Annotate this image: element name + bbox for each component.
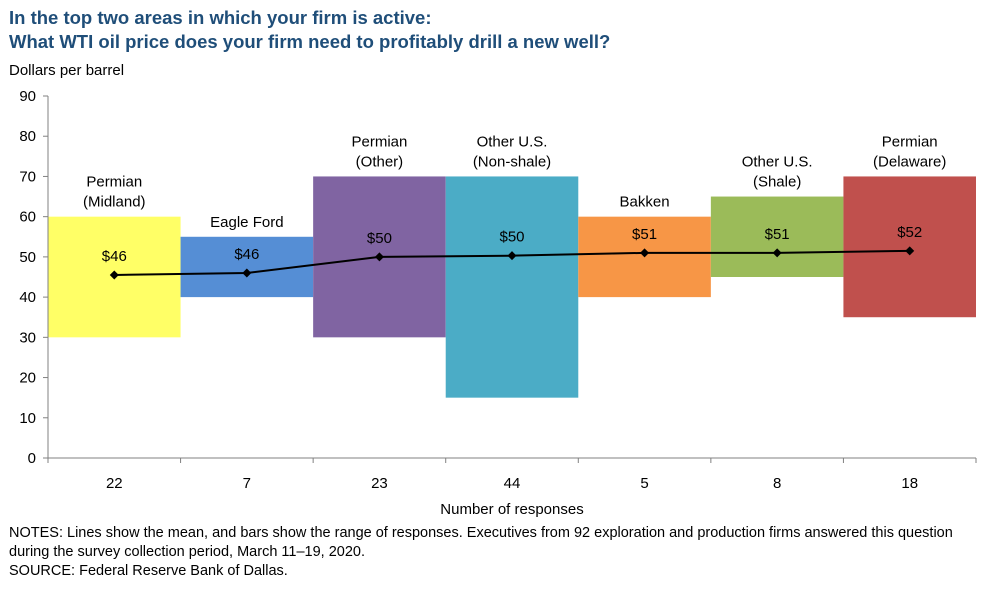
mean-label-0: $46 xyxy=(102,248,127,265)
x-axis-title: Number of responses xyxy=(440,501,583,518)
x-tick-label-4: 5 xyxy=(640,475,648,492)
category-label-0-0: Permian xyxy=(86,174,142,191)
x-tick-label-5: 8 xyxy=(773,475,781,492)
mean-marker-6 xyxy=(905,246,915,256)
chart-title-line-2: What WTI oil price does your firm need t… xyxy=(9,31,611,52)
mean-marker-1 xyxy=(242,268,252,278)
category-label-2-1: (Other) xyxy=(356,153,404,170)
range-bar-5 xyxy=(710,196,844,277)
mean-marker-4 xyxy=(640,248,650,258)
y-tick-label-0: 0 xyxy=(28,450,36,467)
category-label-2-0: Permian xyxy=(351,133,407,150)
mean-label-3: $50 xyxy=(499,229,524,246)
category-label-5-1: (Shale) xyxy=(753,174,801,191)
y-tick-label-90: 90 xyxy=(19,88,36,105)
category-label-4-0: Bakken xyxy=(620,194,670,211)
mean-label-2: $50 xyxy=(367,230,392,247)
category-label-6-1: (Delaware) xyxy=(873,153,946,170)
chart-title-line-1: In the top two areas in which your firm … xyxy=(9,7,432,28)
y-tick-label-70: 70 xyxy=(19,168,36,185)
y-axis-label: Dollars per barrel xyxy=(9,62,125,79)
x-tick-label-1: 7 xyxy=(243,475,251,492)
x-tick-label-3: 44 xyxy=(504,475,521,492)
chart-title: In the top two areas in which your firm … xyxy=(9,6,610,54)
notes-block: NOTES: Lines show the mean, and bars sho… xyxy=(9,524,984,581)
x-tick-label-6: 18 xyxy=(901,475,918,492)
x-tick-label-2: 23 xyxy=(371,475,388,492)
category-label-5-0: Other U.S. xyxy=(742,154,813,171)
category-label-1-0: Eagle Ford xyxy=(210,214,283,231)
mean-marker-5 xyxy=(772,248,782,258)
x-tick-label-0: 22 xyxy=(106,475,123,492)
category-label-3-1: (Non-shale) xyxy=(473,153,551,170)
y-tick-label-40: 40 xyxy=(19,289,36,306)
mean-label-6: $52 xyxy=(897,224,922,241)
notes-text: NOTES: Lines show the mean, and bars sho… xyxy=(9,525,953,560)
y-tick-label-20: 20 xyxy=(19,370,36,387)
y-tick-label-60: 60 xyxy=(19,209,36,226)
y-tick-label-50: 50 xyxy=(19,249,36,266)
mean-marker-2 xyxy=(374,252,384,262)
range-bar-3 xyxy=(445,176,579,398)
source-text: SOURCE: Federal Reserve Bank of Dallas. xyxy=(9,563,288,579)
y-tick-label-80: 80 xyxy=(19,128,36,145)
category-label-0-1: (Midland) xyxy=(83,194,146,211)
mean-label-5: $51 xyxy=(765,226,790,243)
mean-label-4: $51 xyxy=(632,226,657,243)
y-tick-label-30: 30 xyxy=(19,329,36,346)
category-label-3-0: Other U.S. xyxy=(477,133,548,150)
mean-marker-3 xyxy=(507,251,517,261)
category-label-6-0: Permian xyxy=(882,133,938,150)
mean-label-1: $46 xyxy=(234,246,259,263)
y-tick-label-10: 10 xyxy=(19,410,36,427)
mean-marker-0 xyxy=(109,270,119,280)
